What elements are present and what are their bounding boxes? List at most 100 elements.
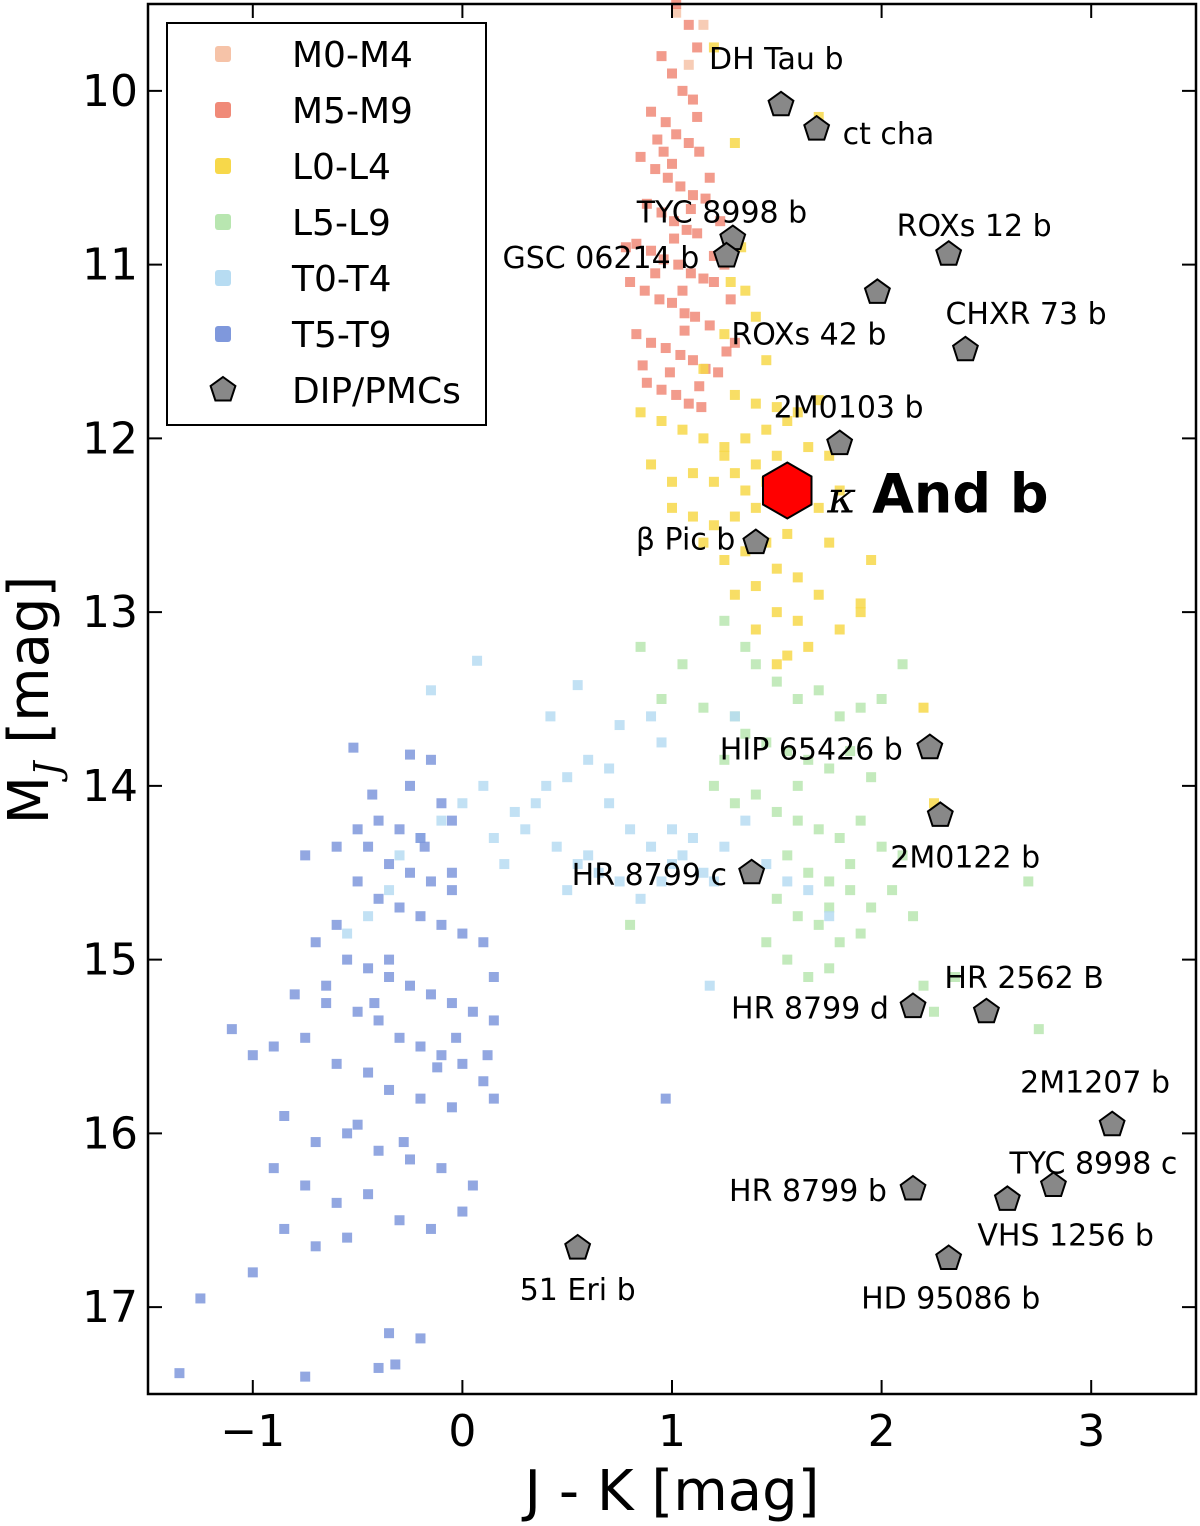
- field-point-t5-t9: [174, 1368, 185, 1379]
- dip-marker-tyc-8998-c: [1039, 1171, 1067, 1197]
- y-tick-label: 16: [82, 1108, 138, 1159]
- field-point-t5-t9: [310, 937, 321, 948]
- field-point-l0-l4: [708, 42, 719, 53]
- field-point-l5-l9: [813, 919, 824, 930]
- field-point-l0-l4: [740, 285, 751, 296]
- dip-marker-hd-95086-b: [935, 1244, 963, 1270]
- field-point-t0-t4: [472, 655, 483, 666]
- field-point-t5-t9: [405, 980, 415, 991]
- field-point-t0-t4: [761, 859, 772, 870]
- field-point-l5-l9: [855, 815, 866, 826]
- field-point-t5-t9: [384, 1084, 395, 1095]
- dip-label-tyc-8998-b: TYC 8998 b: [636, 196, 807, 231]
- x-tick-label: −1: [220, 1406, 285, 1457]
- dip-label-2m1207-b: 2M1207 b: [1020, 1066, 1170, 1101]
- field-point-m5-m9: [669, 233, 680, 244]
- field-point-t5-t9: [300, 1180, 311, 1191]
- field-point-l5-l9: [855, 702, 866, 713]
- field-point-t5-t9: [268, 1163, 279, 1174]
- dip-label-hip-65426-b: HIP 65426 b: [720, 733, 903, 768]
- field-point-t5-t9: [398, 1137, 409, 1148]
- field-point-t5-t9: [446, 867, 457, 878]
- field-point-t5-t9: [373, 1362, 384, 1373]
- field-point-l5-l9: [782, 954, 793, 965]
- field-point-t5-t9: [310, 1137, 321, 1148]
- dip-label-51-eri-b: 51 Eri b: [520, 1273, 636, 1308]
- x-tick-label: 0: [448, 1406, 476, 1457]
- field-point-t0-t4: [667, 824, 677, 835]
- field-point-t0-t4: [572, 859, 583, 870]
- field-point-t5-t9: [457, 928, 468, 939]
- field-point-m5-m9: [656, 51, 667, 62]
- field-point-l0-l4: [729, 511, 740, 522]
- field-point-t0-t4: [719, 841, 730, 852]
- field-point-m5-m9: [679, 308, 690, 319]
- field-point-l0-l4: [729, 468, 740, 479]
- field-point-m5-m9: [656, 384, 667, 395]
- dip-label-hr-8799-d: HR 8799 d: [731, 992, 889, 1027]
- field-point-l5-l9: [782, 850, 793, 861]
- field-point-l0-l4: [667, 476, 677, 487]
- field-point-t5-t9: [436, 1050, 447, 1061]
- field-point-m0-m4: [698, 19, 709, 30]
- field-point-m5-m9: [658, 254, 669, 265]
- field-point-t0-t4: [604, 798, 615, 809]
- field-point-t0-t4: [646, 841, 657, 852]
- field-point-l5-l9: [897, 850, 908, 861]
- field-point-t5-t9: [300, 1371, 311, 1382]
- dip-label-chxr-73-b: CHXR 73 b: [945, 297, 1106, 332]
- field-point-l5-l9: [929, 1006, 939, 1017]
- field-point-m5-m9: [692, 42, 703, 53]
- field-point-l5-l9: [855, 928, 866, 939]
- dip-label-hr-8799-c: HR 8799 c: [572, 858, 727, 893]
- field-point-l5-l9: [1033, 1024, 1044, 1035]
- field-point-t5-t9: [488, 1093, 499, 1104]
- field-point-l5-l9: [761, 937, 772, 948]
- field-point-m5-m9: [675, 349, 686, 360]
- dip-label-2m0122-b: 2M0122 b: [890, 840, 1040, 875]
- dip-label-tyc-8998-c: TYC 8998 c: [1008, 1147, 1177, 1182]
- dip-marker-2m0122-b: [926, 801, 954, 827]
- field-point-m5-m9: [650, 268, 661, 279]
- field-point-t0-t4: [363, 911, 374, 922]
- legend: M0-M4 M5-M9 L0-L4 L5-L9 T0-T4 T5-T9 DIP/PMCs: [166, 22, 487, 426]
- field-point-t0-t4: [708, 876, 719, 887]
- dip-marker-hr-8799-c: [738, 858, 766, 885]
- y-tick-label: 13: [82, 587, 138, 638]
- field-point-t5-t9: [279, 1223, 290, 1234]
- field-point-t5-t9: [446, 1102, 457, 1113]
- field-point-l5-l9: [750, 659, 761, 670]
- field-point-t0-t4: [562, 885, 573, 896]
- field-point-l5-l9: [834, 937, 845, 948]
- y-tick-label: 12: [82, 413, 138, 464]
- field-point-t0-t4: [488, 833, 499, 843]
- dip-marker-ct-cha: [803, 114, 831, 141]
- field-point-m5-m9: [669, 216, 680, 227]
- x-tick-label: 2: [868, 1406, 896, 1457]
- field-point-l0-l4: [750, 398, 761, 409]
- field-point-l0-l4: [646, 459, 657, 470]
- field-point-l5-l9: [677, 659, 688, 670]
- field-point-t5-t9: [342, 1232, 353, 1243]
- field-point-t5-t9: [394, 1032, 405, 1043]
- dip-label-hr-8799-b: HR 8799 b: [729, 1174, 887, 1209]
- field-point-l5-l9: [803, 867, 814, 878]
- field-point-l0-l4: [698, 363, 709, 374]
- field-point-l0-l4: [719, 450, 730, 461]
- field-point-l0-l4: [719, 442, 730, 453]
- field-point-t5-t9: [394, 902, 405, 913]
- field-point-m5-m9: [646, 106, 657, 117]
- field-point-l0-l4: [698, 433, 709, 444]
- field-point-t5-t9: [415, 1041, 426, 1052]
- field-point-l0-l4: [792, 407, 803, 418]
- field-point-l5-l9: [866, 772, 877, 783]
- field-point-m5-m9: [725, 294, 736, 305]
- field-point-t5-t9: [363, 963, 374, 974]
- field-point-m5-m9: [671, 389, 682, 400]
- field-point-t0-t4: [583, 754, 594, 765]
- field-point-l0-l4: [750, 581, 761, 592]
- field-point-l0-l4: [782, 528, 793, 539]
- field-point-m5-m9: [671, 129, 682, 140]
- field-point-l0-l4: [729, 389, 740, 400]
